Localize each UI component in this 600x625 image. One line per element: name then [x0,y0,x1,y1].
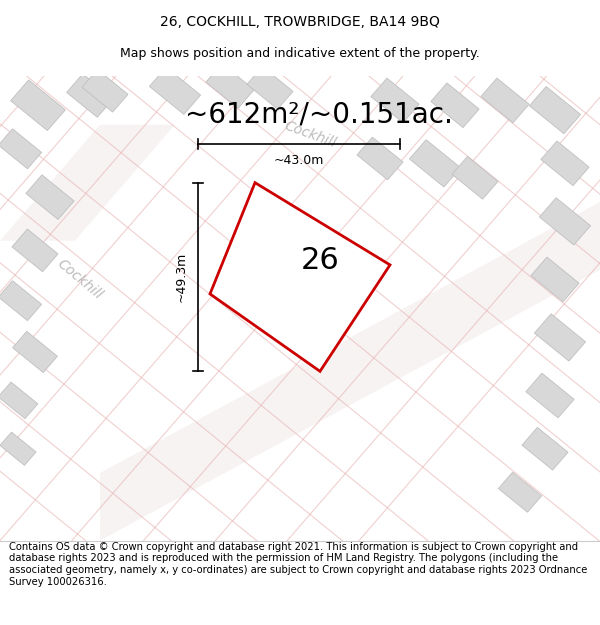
Text: Cockhill: Cockhill [55,257,105,302]
Polygon shape [531,257,579,302]
Polygon shape [409,140,461,187]
Polygon shape [499,472,542,512]
Polygon shape [0,129,41,169]
Text: Contains OS data © Crown copyright and database right 2021. This information is : Contains OS data © Crown copyright and d… [9,542,587,587]
Polygon shape [522,428,568,470]
Polygon shape [371,78,419,122]
Polygon shape [529,86,581,134]
Polygon shape [357,137,403,180]
Text: 26: 26 [301,246,340,274]
Polygon shape [26,175,74,219]
Text: ~49.3m: ~49.3m [175,252,188,302]
Polygon shape [539,198,590,245]
Polygon shape [0,124,175,241]
Polygon shape [82,69,128,112]
Polygon shape [13,331,58,372]
Polygon shape [67,74,113,118]
Text: 26, COCKHILL, TROWBRIDGE, BA14 9BQ: 26, COCKHILL, TROWBRIDGE, BA14 9BQ [160,15,440,29]
Polygon shape [541,141,589,186]
Polygon shape [535,314,586,361]
Polygon shape [481,78,529,122]
Polygon shape [149,67,200,114]
Polygon shape [526,373,574,418]
Text: ~43.0m: ~43.0m [274,154,324,167]
Polygon shape [0,382,38,419]
Polygon shape [431,83,479,127]
Polygon shape [0,281,41,321]
Polygon shape [247,66,293,109]
Polygon shape [0,432,36,466]
Text: Map shows position and indicative extent of the property.: Map shows position and indicative extent… [120,48,480,60]
Polygon shape [210,182,390,371]
Polygon shape [11,80,65,131]
Polygon shape [100,202,600,541]
Polygon shape [12,229,58,272]
Text: Cockhill: Cockhill [282,119,338,150]
Polygon shape [452,156,498,199]
Polygon shape [206,64,254,108]
Text: ~612m²/~0.151ac.: ~612m²/~0.151ac. [185,101,453,128]
